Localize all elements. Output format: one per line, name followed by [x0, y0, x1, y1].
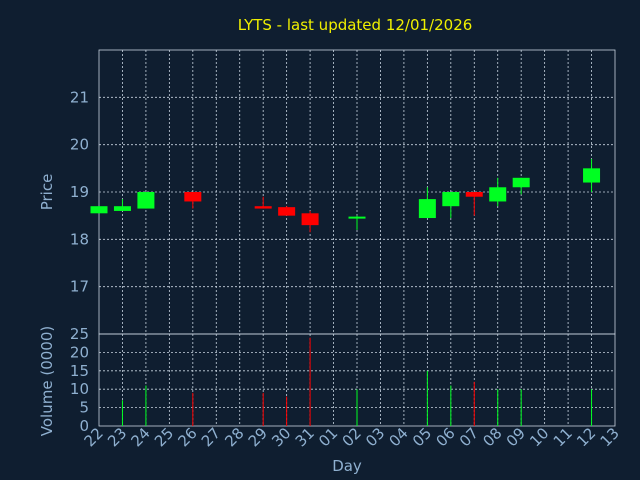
candle-body: [90, 206, 108, 214]
price-tick-labels: 17 18 19 20 21: [70, 88, 89, 295]
day-tick-label: 05: [409, 424, 435, 450]
day-tick-label: 13: [597, 424, 623, 450]
day-tick-label: 09: [503, 424, 529, 450]
chart-title: LYTS - last updated 12/01/2026: [238, 16, 473, 34]
volume-tick-label: 10: [70, 380, 89, 398]
day-tick-label: 04: [386, 424, 412, 450]
day-axis-label: Day: [332, 457, 362, 475]
candle: [184, 192, 202, 209]
day-tick-label: 06: [432, 424, 458, 450]
day-tick-label: 01: [315, 424, 341, 450]
candlestick-series: [90, 158, 601, 233]
day-tick-label: 28: [221, 424, 247, 450]
price-tick-label: 21: [70, 88, 89, 106]
candle-body: [278, 207, 296, 216]
candle-body: [512, 177, 530, 188]
volume-tick-label: 5: [79, 399, 89, 417]
price-grid: [99, 50, 615, 334]
day-tick-label: 27: [198, 424, 224, 450]
day-tick-label: 29: [245, 424, 271, 450]
volume-bars: [121, 337, 593, 426]
day-tick-label: 30: [268, 424, 294, 450]
day-tick-label: 23: [104, 424, 130, 450]
candle: [137, 192, 155, 209]
day-tick-label: 07: [456, 424, 482, 450]
candle-body: [301, 213, 319, 226]
price-tick-label: 20: [70, 136, 89, 154]
day-tick-label: 03: [362, 424, 388, 450]
candle: [583, 158, 601, 192]
candle-body: [113, 206, 131, 211]
candle-body: [184, 192, 202, 202]
price-tick-label: 18: [70, 230, 89, 248]
candle: [442, 192, 460, 219]
volume-tick-label: 15: [70, 362, 89, 380]
day-tick-label: 02: [339, 424, 365, 450]
day-tick-label: 10: [526, 424, 552, 450]
day-tick-label: 26: [174, 424, 200, 450]
candle: [512, 177, 530, 195]
candle-body: [348, 216, 366, 219]
day-tick-label: 24: [128, 424, 154, 450]
candle: [90, 206, 108, 214]
candle-body: [465, 192, 483, 197]
candle: [465, 192, 483, 216]
candle-body: [442, 192, 460, 207]
day-tick-label: 08: [479, 424, 505, 450]
candle: [301, 210, 319, 233]
day-tick-label: 11: [550, 424, 576, 450]
candle-body: [583, 168, 601, 183]
day-tick-labels: 2223242526272829303101020304050607080910…: [81, 424, 623, 450]
candle: [489, 177, 507, 207]
candle: [113, 199, 131, 211]
candle: [348, 215, 366, 230]
price-axis-label: Price: [38, 174, 56, 211]
price-tick-label: 17: [70, 278, 89, 296]
volume-tick-label: 25: [70, 325, 89, 343]
candle-body: [254, 206, 272, 209]
candle-body: [489, 187, 507, 202]
candle: [254, 196, 272, 209]
candle-body: [137, 192, 155, 209]
day-tick-label: 31: [292, 424, 318, 450]
day-tick-label: 25: [151, 424, 177, 450]
volume-tick-label: 20: [70, 343, 89, 361]
candle-body: [418, 199, 436, 219]
candle: [278, 206, 296, 216]
day-tick-label: 12: [573, 424, 599, 450]
volume-axis-label: Volume (0000): [38, 326, 56, 436]
price-tick-label: 19: [70, 183, 89, 201]
volume-tick-label: 0: [79, 417, 89, 435]
candle: [418, 187, 436, 219]
